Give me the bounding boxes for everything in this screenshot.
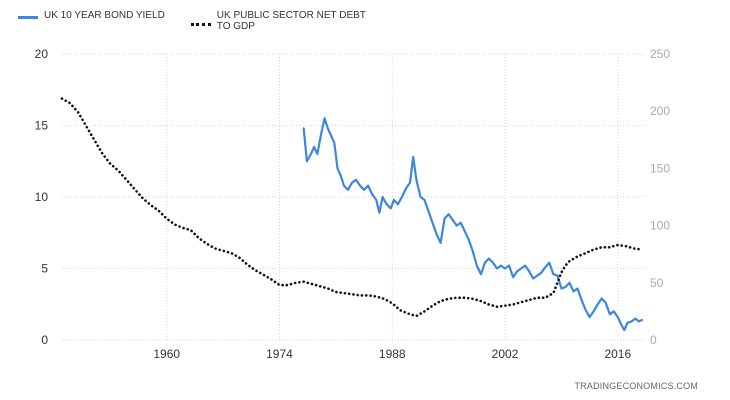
legend-item-debt-to-gdp[interactable]: UK PUBLIC SECTOR NET DEBT TO GDP <box>190 10 366 32</box>
x-tick-label: 2002 <box>492 347 519 361</box>
source-credit: TRADINGECONOMICS.COM <box>574 381 698 391</box>
x-axis: 1960 1974 1988 2002 2016 <box>153 347 631 361</box>
left-tick-label: 0 <box>41 333 48 347</box>
legend-swatch-debt-to-gdp <box>190 23 211 26</box>
left-axis: 0 5 10 15 20 <box>35 47 49 347</box>
left-tick-label: 15 <box>35 119 49 133</box>
series-line-debt-to-gdp <box>60 97 644 318</box>
grid <box>62 53 646 341</box>
x-tick-label: 2016 <box>604 347 631 361</box>
right-tick-label: 250 <box>650 47 670 61</box>
legend-label-bond-yield: UK 10 YEAR BOND YIELD <box>44 10 165 21</box>
right-tick-label: 200 <box>650 104 670 118</box>
legend-label-debt-to-gdp: UK PUBLIC SECTOR NET DEBT TO GDP <box>216 10 366 32</box>
x-tick-label: 1960 <box>153 347 180 361</box>
legend-item-bond-yield[interactable]: UK 10 YEAR BOND YIELD <box>18 10 165 32</box>
left-tick-label: 20 <box>35 47 49 61</box>
series-line-bond-yield <box>302 117 644 332</box>
left-tick-label: 10 <box>35 190 49 204</box>
x-tick-label: 1974 <box>266 347 293 361</box>
right-tick-label: 150 <box>650 161 670 175</box>
x-tick-label: 1988 <box>379 347 406 361</box>
right-tick-label: 100 <box>650 219 670 233</box>
right-tick-label: 0 <box>650 333 657 347</box>
legend: UK 10 YEAR BOND YIELD UK PUBLIC SECTOR N… <box>18 10 366 32</box>
right-axis: 0 50 100 150 200 250 <box>650 47 670 347</box>
series <box>60 97 644 332</box>
left-tick-label: 5 <box>41 262 48 276</box>
right-tick-label: 50 <box>650 276 664 290</box>
legend-swatch-bond-yield <box>18 16 38 19</box>
